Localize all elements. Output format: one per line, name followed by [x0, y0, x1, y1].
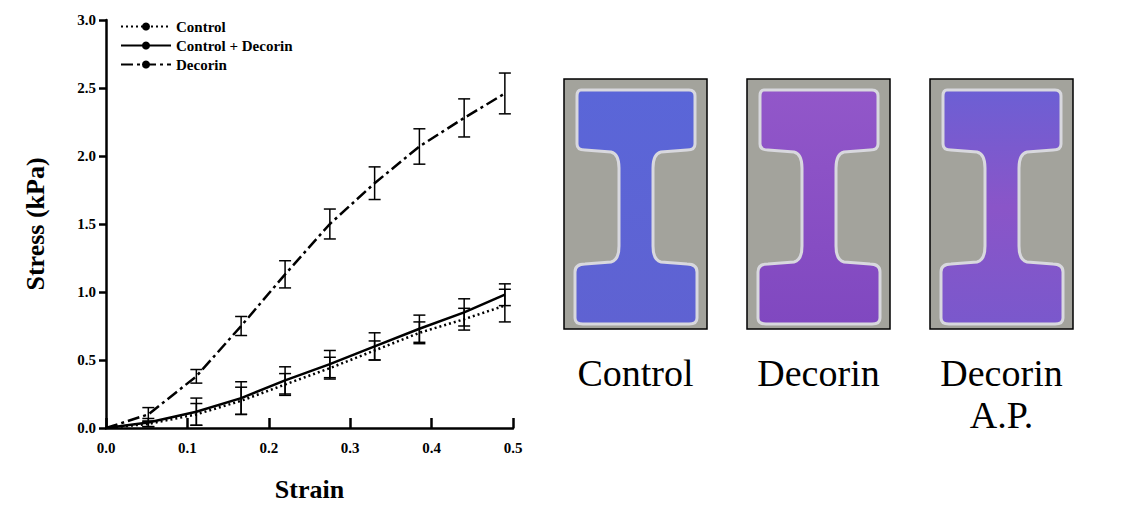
svg-text:0.5: 0.5 — [504, 440, 523, 456]
svg-text:Stress (kPa): Stress (kPa) — [21, 157, 50, 290]
svg-text:Decorin: Decorin — [176, 57, 227, 73]
svg-text:2.5: 2.5 — [77, 80, 96, 96]
svg-text:1.5: 1.5 — [77, 216, 96, 232]
svg-text:0.2: 0.2 — [259, 440, 278, 456]
svg-text:2.0: 2.0 — [77, 148, 96, 164]
svg-text:Strain: Strain — [275, 475, 345, 504]
svg-text:0.5: 0.5 — [77, 352, 96, 368]
svg-text:0.0: 0.0 — [97, 440, 116, 456]
svg-text:0.4: 0.4 — [422, 440, 441, 456]
svg-text:Control: Control — [176, 19, 226, 35]
svg-text:3.0: 3.0 — [77, 12, 96, 28]
html-text:Control: Control — [577, 352, 694, 394]
svg-text:Control + Decorin: Control + Decorin — [176, 38, 293, 54]
svg-text:0.3: 0.3 — [341, 440, 360, 456]
html-text:Decorin: Decorin — [757, 352, 880, 394]
html-text:Decorin A.P.: Decorin A.P. — [940, 352, 1063, 436]
svg-text:1.0: 1.0 — [77, 284, 96, 300]
svg-text:0.0: 0.0 — [77, 420, 96, 436]
svg-text:0.1: 0.1 — [178, 440, 197, 456]
